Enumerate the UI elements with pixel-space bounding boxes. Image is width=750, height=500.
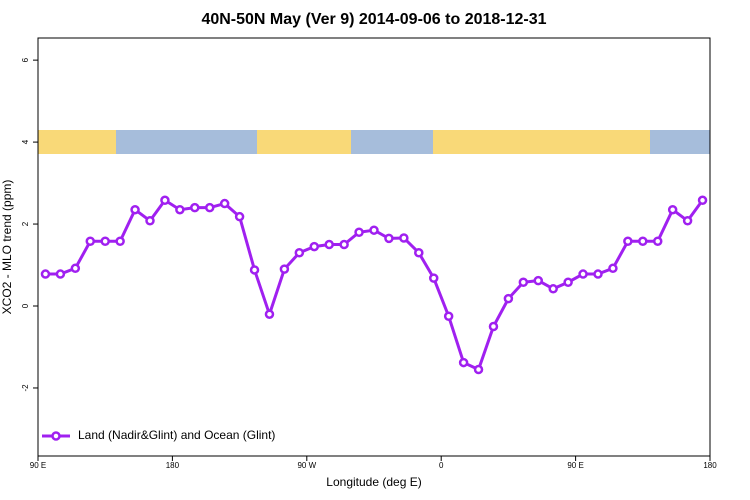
data-point <box>638 236 648 247</box>
data-point <box>249 265 260 275</box>
data-point <box>100 236 110 247</box>
data-point <box>623 236 633 247</box>
x-tick-label: 90 E <box>567 461 583 470</box>
data-point <box>219 198 230 209</box>
y-tick-label: 6 <box>21 57 30 62</box>
data-point <box>414 247 424 258</box>
data-point <box>667 204 678 215</box>
data-point <box>324 239 334 250</box>
data-point <box>593 269 603 279</box>
data-point <box>294 247 305 258</box>
data-point <box>234 211 245 222</box>
data-point <box>175 204 185 215</box>
data-point <box>204 202 215 213</box>
data-point <box>190 202 200 213</box>
data-point <box>503 293 514 304</box>
x-tick-label: 180 <box>166 461 180 470</box>
data-point <box>339 239 349 250</box>
data-point <box>70 263 81 274</box>
data-point <box>488 321 499 332</box>
legend-marker <box>51 431 61 441</box>
data-point <box>548 284 558 294</box>
y-tick-label: 4 <box>21 139 30 144</box>
data-point <box>145 216 155 226</box>
y-tick-label: 0 <box>21 303 30 308</box>
data-point <box>428 273 439 283</box>
data-point <box>533 275 544 286</box>
data-point <box>309 241 320 252</box>
data-point <box>473 364 484 375</box>
data-point <box>384 233 394 244</box>
data-point <box>682 216 693 226</box>
legend-label: Land (Nadir&Glint) and Ocean (Glint) <box>78 428 275 442</box>
data-point <box>443 311 454 322</box>
y-tick-label: 2 <box>21 221 30 226</box>
data-point <box>130 204 140 215</box>
data-point <box>608 263 618 274</box>
x-tick-label: 180 <box>703 461 717 470</box>
data-point <box>85 236 96 247</box>
y-tick-label: -2 <box>21 384 30 392</box>
data-point <box>160 195 170 206</box>
y-axis-label: XCO2 - MLO trend (ppm) <box>0 180 14 315</box>
data-point <box>697 195 708 206</box>
x-tick-label: 90 W <box>297 461 316 470</box>
x-tick-label: 0 <box>439 461 444 470</box>
data-point <box>578 269 588 279</box>
data-point <box>458 357 469 368</box>
data-point <box>264 309 275 319</box>
x-tick-label: 90 E <box>30 461 46 470</box>
data-point <box>354 227 364 237</box>
data-point <box>279 264 290 274</box>
data-point <box>369 225 379 235</box>
plot-frame <box>37 37 711 457</box>
data-point <box>40 269 51 279</box>
map-strip <box>38 130 710 154</box>
data-point <box>652 236 663 247</box>
chart-title: 40N-50N May (Ver 9) 2014-09-06 to 2018-1… <box>201 11 546 28</box>
data-point <box>55 269 66 279</box>
data-point <box>115 236 125 247</box>
data-point <box>518 277 529 287</box>
data-point <box>563 277 573 287</box>
data-point <box>399 233 409 243</box>
x-axis-label: Longitude (deg E) <box>326 475 421 489</box>
